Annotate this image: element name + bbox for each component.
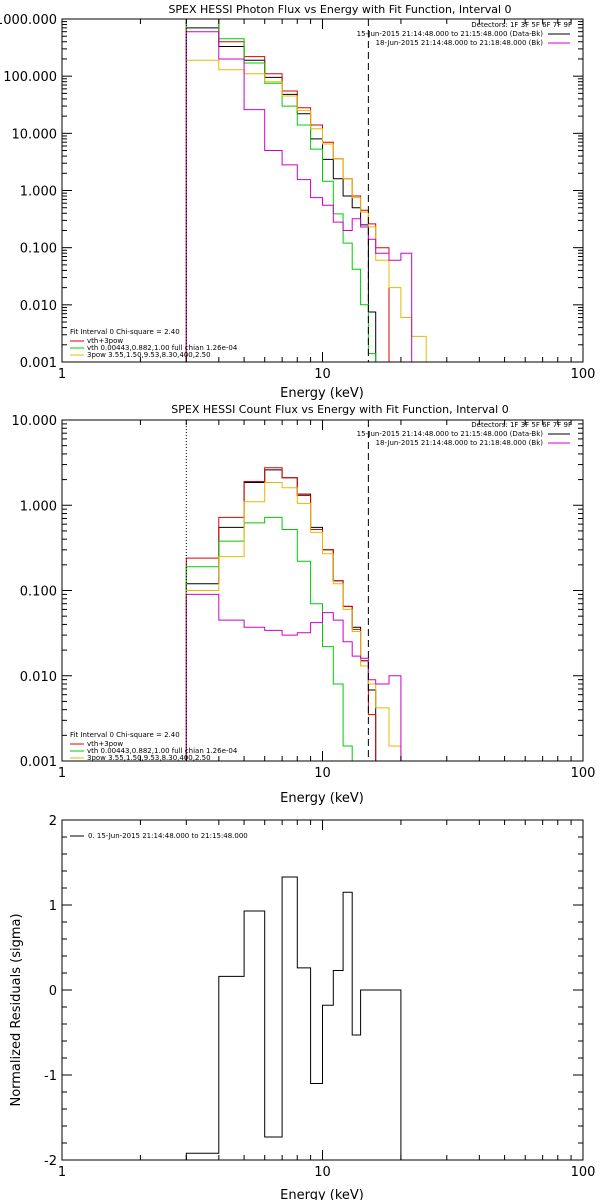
panel1-x-tick-label: 1 [58,367,66,382]
panel1-y-tick-label: 0.100 [20,242,57,257]
panel1-fit-label: Fit Interval 0 Chi-square = 2.40 [70,328,180,336]
panel1-series-1 [185,18,390,362]
panel1-title: SPEX HESSI Photon Flux vs Energy with Fi… [168,3,511,16]
panel2-title: SPEX HESSI Count Flux vs Energy with Fit… [171,403,508,416]
count-flux-panel: SPEX HESSI Count Flux vs Energy with Fit… [12,403,596,806]
panel1-y-tick-label: 1000.000 [0,13,57,28]
panel2-y-tick-label: 0.100 [20,585,57,600]
panel1-y-tick-label: 1.000 [20,185,57,200]
panel1-series-0 [185,27,377,362]
panel2-series-3 [185,482,402,761]
panel2-frame [61,419,584,762]
panel1-x-tick-label: 100 [571,367,596,382]
panel1-series-4 [185,31,427,363]
photon-flux-panel: SPEX HESSI Photon Flux vs Energy with Fi… [0,3,595,401]
panel3-x-tick-label: 1 [58,1165,66,1180]
panel3-series-0 [185,876,402,1160]
panel2-series-2 [185,516,353,761]
panel2-x-axis-label: Energy (keV) [280,791,364,806]
panel1-bk-legend: 18-Jun-2015 21:14:48.000 to 21:18:48.000… [376,39,544,47]
panel2-series-1 [185,467,377,761]
panel2-data-legend: 15-Jun-2015 21:14:48.000 to 21:15:48.000… [357,430,544,438]
panel2-detectors-label: Detectors: 1F 3F 5F 6F 7F 9F [471,421,572,429]
panel1-y-tick-label: 10.000 [12,127,58,142]
panel1-3pow-legend: 3pow 3.55,1.50,9.53,8.30,400,2.50 [87,351,211,359]
panel1-detectors-label: Detectors: 1F 3F 5F 6F 7F 9F [471,21,572,29]
panel2-x-tick-label: 10 [314,766,331,781]
panel2-model-legend: vth+3pow [87,740,123,748]
panel1-model-legend: vth+3pow [87,337,123,345]
panel1-x-axis-label: Energy (keV) [280,386,364,401]
panel2-y-tick-label: 1.000 [20,499,57,514]
panel2-series-4 [185,593,402,761]
panel1-y-tick-label: 100.000 [3,70,57,85]
residuals-panel: 1 10 100 -2 -1 0 1 2 0. 15-Jun-2015 21:14:48.00… [9,814,595,1200]
panel2-series-0 [185,469,377,761]
panel3-frame [61,819,584,1161]
panel3-x-tick-label: 100 [571,1165,596,1180]
panel1-data-legend: 15-Jun-2015 21:14:48.000 to 21:15:48.000… [357,30,544,38]
panel1-y-tick-label: 0.010 [20,299,57,314]
panel3-y-tick-label: -1 [44,1069,57,1084]
panel1-series-2 [185,18,377,362]
panel2-3pow-legend: 3pow 3.55,1.50,9.53,8.30,400,2.50 [87,754,211,762]
panel1-vth-legend: vth 0.00443,0.882,1.00 full chian 1.26e-… [87,344,238,352]
panel1-series-3 [185,59,427,362]
panel3-x-tick-label: 10 [314,1165,331,1180]
panel3-x-axis-label: Energy (keV) [280,1188,364,1200]
panel2-x-tick-label: 1 [58,766,66,781]
panel3-y-axis-label: Normalized Residuals (sigma) [9,913,24,1106]
panel2-y-tick-label: 0.010 [20,670,57,685]
panel2-bk-legend: 18-Jun-2015 21:14:48.000 to 21:18:48.000… [376,439,544,447]
panel1-y-tick-label: 0.001 [20,356,57,371]
panel2-x-tick-label: 100 [571,766,596,781]
panel3-y-tick-label: 1 [49,899,57,914]
panel3-y-tick-label: 0 [49,984,57,999]
panel3-y-tick-label: 2 [49,814,57,829]
panel2-vth-legend: vth 0.00443,0.882,1.00 full chian 1.26e-… [87,747,238,755]
panel3-y-tick-label: -2 [44,1154,57,1169]
panel1-x-tick-label: 10 [314,367,331,382]
panel3-legend: 0. 15-Jun-2015 21:14:48.000 to 21:15:48.… [88,832,248,840]
panel2-fit-label: Fit Interval 0 Chi-square = 2.40 [70,731,180,739]
panel2-y-tick-label: 0.001 [20,755,57,770]
panel1-frame [61,18,584,363]
panel2-y-tick-label: 10.000 [12,414,58,429]
